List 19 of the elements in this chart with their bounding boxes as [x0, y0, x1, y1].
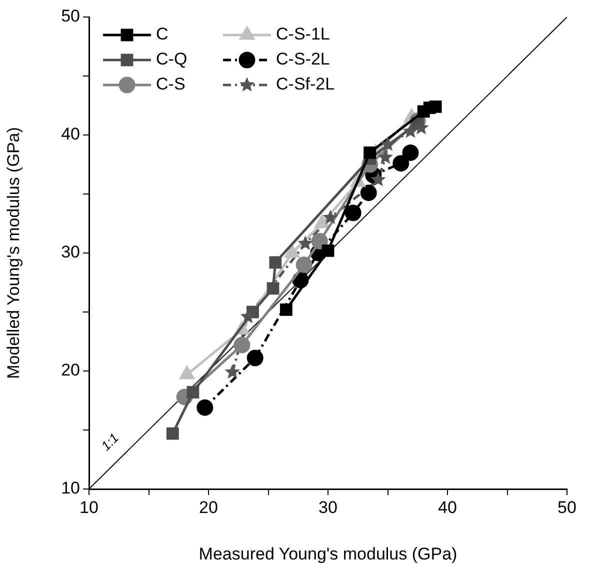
- legend-label: C-S-1L: [276, 24, 330, 44]
- legend-label: C-S: [156, 74, 186, 94]
- y-tick-label: 10: [61, 478, 80, 498]
- x-tick-label: 50: [558, 498, 576, 517]
- legend-label: C-S-2L: [276, 50, 330, 69]
- legend-label: C-Q: [156, 50, 188, 69]
- y-tick-label: 20: [61, 360, 80, 380]
- y-tick-label: 50: [61, 6, 80, 26]
- annotation: 1:1: [98, 430, 122, 454]
- legend-label: C-Sf-2L: [276, 74, 335, 94]
- x-tick-label: 20: [199, 498, 218, 517]
- y-axis-title: Modelled Young's modulus (GPa): [4, 127, 23, 379]
- x-axis-title: Measured Young's modulus (GPa): [198, 544, 458, 564]
- x-tick-label: 40: [438, 498, 457, 517]
- x-tick-label: 10: [80, 498, 98, 517]
- y-tick-label: 40: [61, 124, 80, 144]
- y-tick-label: 30: [61, 242, 80, 262]
- x-tick-label: 30: [318, 498, 338, 517]
- legend-label: C: [156, 24, 168, 44]
